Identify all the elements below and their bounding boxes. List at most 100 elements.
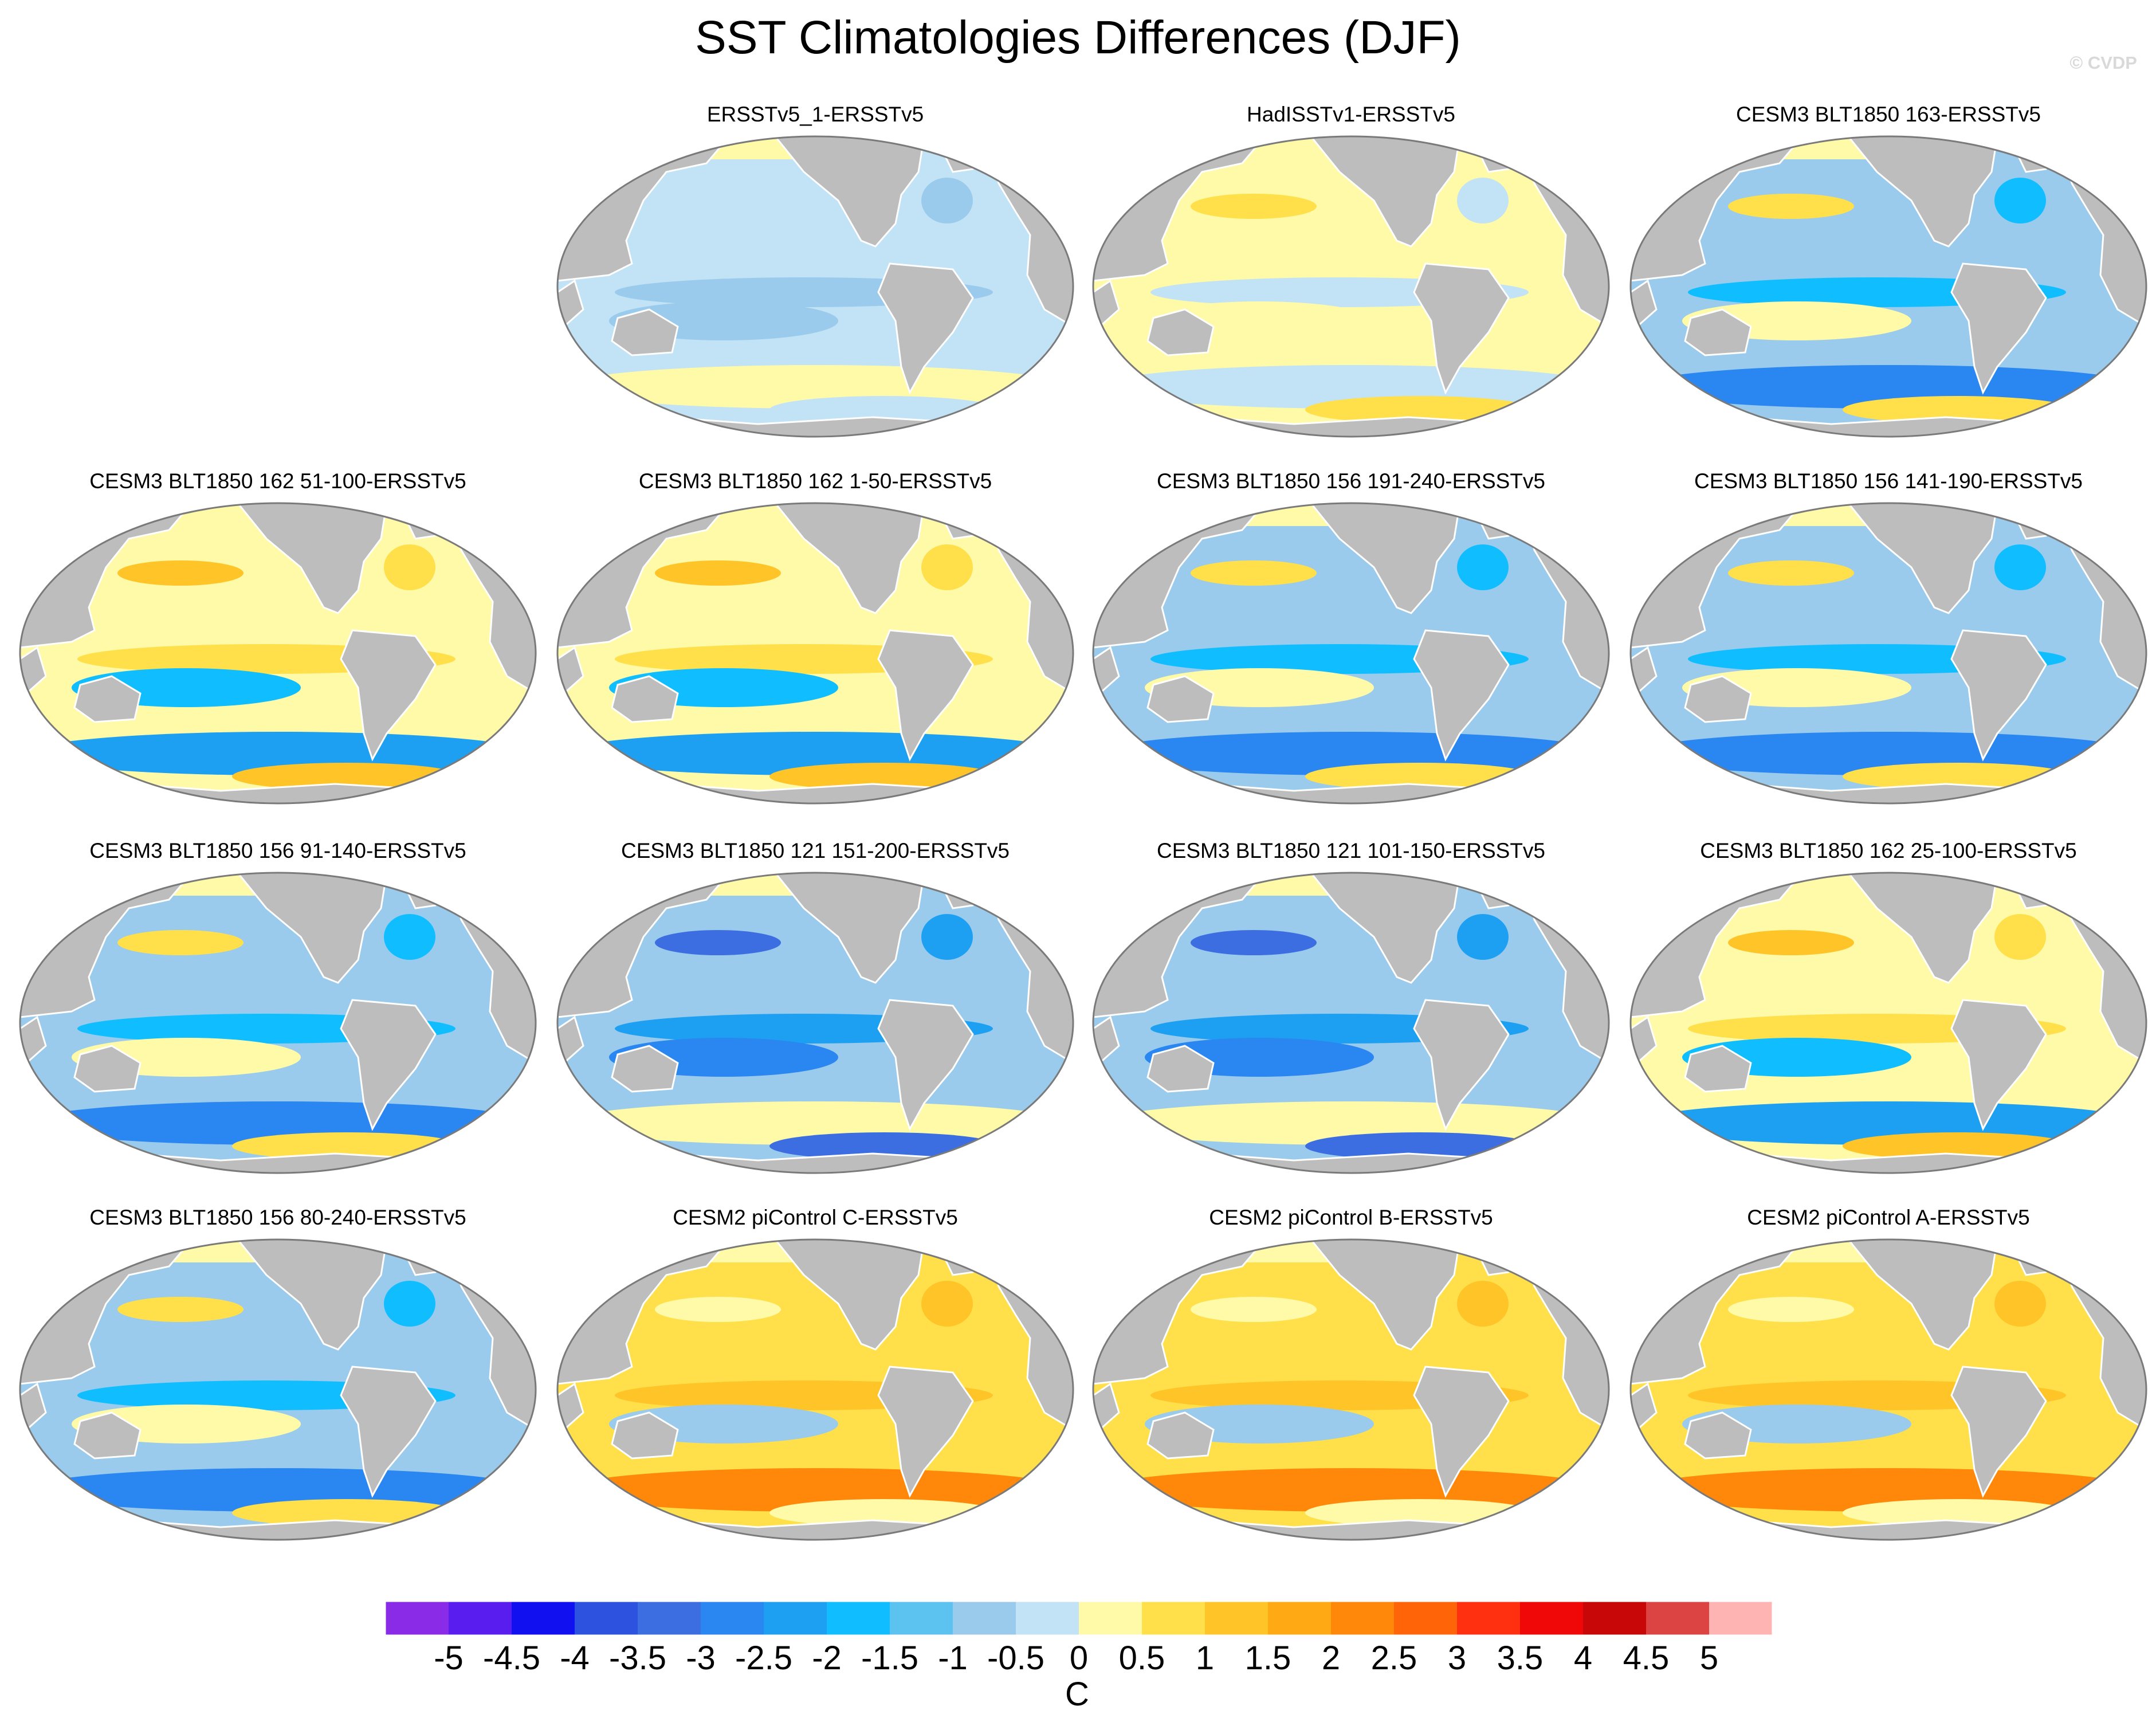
panel-title: CESM3 BLT1850 163-ERSSTv5 — [1736, 103, 2041, 126]
south-america-landmass — [340, 999, 437, 1131]
map-outline — [1629, 1238, 2147, 1541]
gulf-stream-anomaly — [384, 1281, 435, 1327]
southern-ocean-anomaly — [1305, 396, 1534, 423]
colorbar-tick-label: -4.5 — [483, 1639, 540, 1677]
north-america-landmass — [773, 503, 925, 614]
colorbar-swatch — [890, 1602, 953, 1635]
southern-ocean-anomaly — [26, 1101, 530, 1145]
southern-ocean-anomaly — [1636, 365, 2141, 409]
southern-ocean-anomaly — [1305, 763, 1534, 790]
australia-landmass — [1684, 308, 1752, 356]
panel-title: CESM3 BLT1850 156 91-140-ERSSTv5 — [89, 839, 466, 862]
map-outline — [1092, 1238, 1610, 1541]
map-panels — [19, 135, 2147, 1541]
south-america-landmass — [1413, 262, 1510, 395]
gulf-stream-anomaly — [1457, 178, 1509, 223]
southern-ocean-anomaly — [1843, 763, 2072, 790]
gulf-stream-anomaly — [921, 178, 973, 223]
gulf-stream-anomaly — [1994, 1281, 2046, 1327]
north-pacific-anomaly — [1191, 560, 1317, 586]
north-america-landmass — [1846, 136, 1998, 248]
south-america-landmass — [1950, 629, 2047, 762]
australia-landmass — [1146, 1045, 1215, 1093]
gulf-stream-anomaly — [1457, 914, 1509, 960]
map-outline — [1629, 502, 2147, 805]
colorbar-tick-label: -2 — [812, 1639, 842, 1677]
southern-ocean-anomaly — [563, 365, 1067, 409]
colorbar-tick-label: 2 — [1321, 1639, 1341, 1677]
colorbar-tick-label: 5 — [1699, 1639, 1719, 1677]
colorbar-tick-label: 4.5 — [1623, 1639, 1670, 1677]
south-america-landmass — [1413, 1366, 1510, 1498]
map-outline — [19, 502, 537, 805]
southern-ocean-anomaly — [563, 732, 1067, 775]
map-outline — [556, 502, 1074, 805]
australia-landmass — [73, 1411, 142, 1460]
southern-ocean-anomaly — [1636, 732, 2141, 775]
north-america-landmass — [1846, 503, 1998, 614]
colorbar-tick-label: 3 — [1447, 1639, 1467, 1677]
panel-title: CESM3 BLT1850 156 80-240-ERSSTv5 — [89, 1206, 466, 1229]
colorbar-tick-label: 1 — [1195, 1639, 1215, 1677]
north-pacific-anomaly — [655, 194, 781, 219]
southern-ocean-anomaly — [1843, 1499, 2072, 1527]
north-america-landmass — [1309, 1239, 1461, 1351]
panel-title: ERSSTv5_1-ERSSTv5 — [706, 103, 924, 126]
north-pacific-anomaly — [1191, 930, 1317, 955]
colorbar-frame — [385, 1601, 1773, 1635]
north-america-landmass — [1309, 136, 1461, 248]
gulf-stream-anomaly — [1994, 914, 2046, 960]
map-outline — [1629, 135, 2147, 438]
south-america-landmass — [877, 262, 974, 395]
south-america-landmass — [1413, 999, 1510, 1131]
panel-title: CESM2 piControl B-ERSSTv5 — [1209, 1206, 1493, 1229]
map-outline — [1092, 872, 1610, 1174]
southern-ocean-anomaly — [1099, 1468, 1603, 1512]
south-america-landmass — [340, 629, 437, 762]
north-pacific-anomaly — [1728, 560, 1854, 586]
north-pacific-anomaly — [1728, 194, 1854, 219]
gulf-stream-anomaly — [921, 1281, 973, 1327]
australia-landmass — [611, 1411, 679, 1460]
north-pacific-anomaly — [117, 560, 244, 586]
gulf-stream-anomaly — [384, 544, 435, 590]
north-pacific-anomaly — [655, 1297, 781, 1322]
south-america-landmass — [877, 629, 974, 762]
panel-title: CESM2 piControl C-ERSSTv5 — [673, 1206, 958, 1229]
colorbar-swatch — [1268, 1602, 1332, 1635]
south-america-landmass — [1950, 1366, 2047, 1498]
colorbar-tick-label: 3.5 — [1497, 1639, 1544, 1677]
watermark: © CVDP — [2069, 53, 2137, 73]
colorbar-tick-label: 2.5 — [1370, 1639, 1417, 1677]
map-outline — [1629, 872, 2147, 1174]
north-pacific-anomaly — [1728, 1297, 1854, 1322]
north-pacific-anomaly — [1191, 194, 1317, 219]
colorbar-tick-label: 0.5 — [1118, 1639, 1165, 1677]
colorbar-tick-label: -4 — [560, 1639, 590, 1677]
southern-ocean-anomaly — [1636, 1101, 2141, 1145]
australia-landmass — [1684, 675, 1752, 723]
map-outline — [556, 1238, 1074, 1541]
map-outline — [1092, 135, 1610, 438]
colorbar-swatch — [638, 1602, 701, 1635]
colorbar-swatch — [1205, 1602, 1269, 1635]
australia-landmass — [1146, 308, 1215, 356]
south-america-landmass — [1950, 262, 2047, 395]
colorbar-swatch — [764, 1602, 827, 1635]
gulf-stream-anomaly — [1994, 544, 2046, 590]
north-pacific-anomaly — [117, 1297, 244, 1322]
colorbar-swatch — [1394, 1602, 1458, 1635]
southern-ocean-anomaly — [563, 1468, 1067, 1512]
north-pacific-anomaly — [1191, 1297, 1317, 1322]
south-america-landmass — [1413, 629, 1510, 762]
colorbar-swatch — [1079, 1602, 1142, 1635]
colorbar-swatch — [1520, 1602, 1584, 1635]
panel-title: CESM3 BLT1850 162 1-50-ERSSTv5 — [638, 469, 992, 493]
panel-title: CESM3 BLT1850 156 141-190-ERSSTv5 — [1694, 469, 2083, 493]
colorbar-tick-label: -1 — [938, 1639, 968, 1677]
north-america-landmass — [773, 1239, 925, 1351]
colorbar-swatch — [1457, 1602, 1521, 1635]
southern-ocean-anomaly — [232, 1132, 461, 1160]
colorbar-tick-label: -2.5 — [735, 1639, 792, 1677]
map-panel — [1093, 136, 1609, 437]
